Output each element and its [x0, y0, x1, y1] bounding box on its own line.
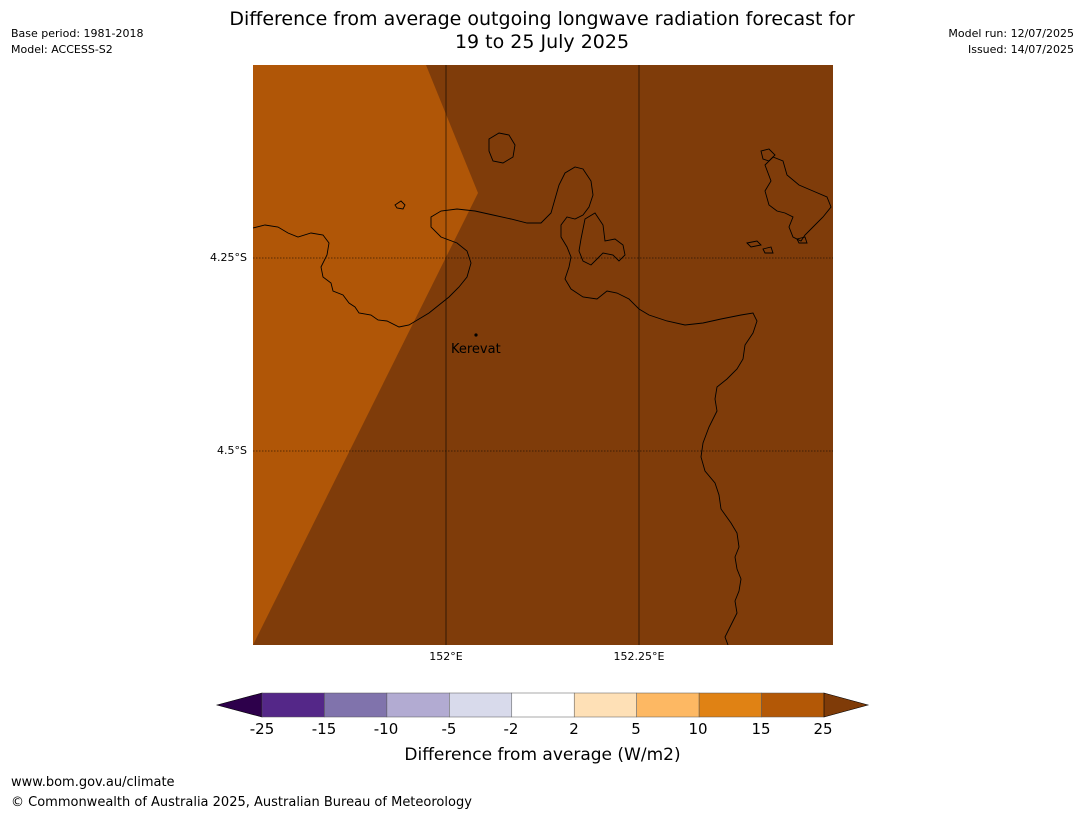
colorbar-box [324, 692, 388, 718]
colorbar-boxes [261, 692, 825, 718]
colorbar-tick-label: -10 [373, 720, 399, 738]
lat-label-4-25: 4.25°S [210, 251, 247, 264]
region-10-15 [253, 65, 478, 645]
colorbar-box [573, 692, 637, 718]
page-title: Difference from average outgoing longwav… [142, 8, 942, 54]
colorbar-box [698, 692, 762, 718]
colorbar-box [449, 692, 513, 718]
issued-text: Issued: 14/07/2025 [967, 43, 1074, 56]
colorbar-tick-label: -2 [503, 720, 519, 738]
footer-copyright: © Commonwealth of Australia 2025, Austra… [11, 795, 472, 810]
coastline-islet-east-1 [760, 148, 776, 162]
coastline-islet-east-2 [746, 240, 762, 248]
colorbar [215, 692, 870, 718]
coastline-islet-east-4 [796, 236, 808, 244]
forecast-map [253, 65, 833, 645]
colorbar-tick-label: 10 [688, 720, 708, 738]
title-line-1: Difference from average outgoing longwav… [229, 8, 855, 30]
colorbar-tick-label: -25 [249, 720, 275, 738]
coastline-duke-of-york [764, 156, 832, 242]
colorbar-box [386, 692, 450, 718]
footer-url: www.bom.gov.au/climate [11, 775, 175, 790]
lon-label-152: 152°E [429, 650, 463, 663]
model-run-text: Model run: 12/07/2025 [948, 27, 1074, 40]
lon-label-152-25: 152.25°E [613, 650, 665, 663]
colorbar-box [511, 692, 575, 718]
colorbar-title: Difference from average (W/m2) [404, 745, 681, 765]
model-text: Model: ACCESS-S2 [11, 43, 113, 56]
colorbar-tick-label: -5 [441, 720, 457, 738]
colorbar-tick-label: 5 [631, 720, 641, 738]
colorbar-tick-label: 2 [569, 720, 579, 738]
colorbar-box [761, 692, 825, 718]
coastline-islet-east-3 [762, 246, 774, 254]
coastline [253, 132, 832, 645]
colorbar-under-arrow [215, 692, 263, 718]
kerevat-label: Kerevat [451, 342, 501, 357]
coastline-islet-west [394, 200, 406, 210]
colorbar-over-arrow [823, 692, 870, 718]
colorbar-box [636, 692, 700, 718]
lat-label-4-5: 4.5°S [217, 444, 247, 457]
colorbar-tick-label: -15 [311, 720, 337, 738]
colorbar-tick-label: 15 [751, 720, 771, 738]
coastline-main [253, 166, 758, 645]
graticule [253, 65, 833, 645]
colorbar-tick-label: 25 [813, 720, 833, 738]
kerevat-marker [474, 333, 478, 337]
title-line-2: 19 to 25 July 2025 [454, 31, 630, 53]
colorbar-box [261, 692, 325, 718]
coastline-inlet [578, 212, 626, 266]
base-period-text: Base period: 1981-2018 [11, 27, 144, 40]
coastline-islet-north [488, 132, 516, 164]
